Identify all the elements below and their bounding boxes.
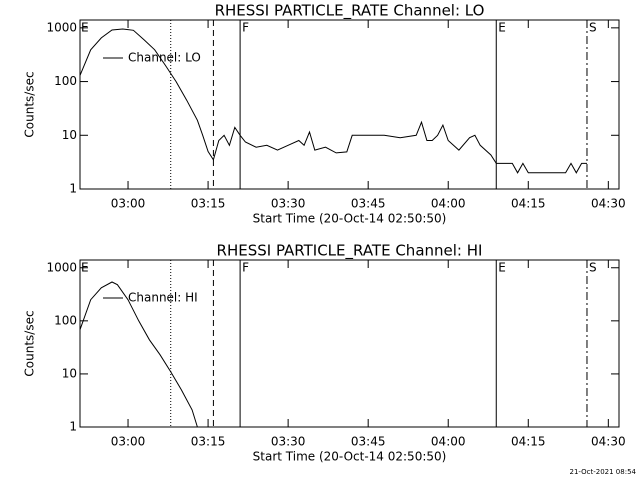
chart-title: RHESSI PARTICLE_RATE Channel: HI: [217, 242, 483, 261]
x-tick-label: 04:15: [511, 197, 546, 211]
x-tick-label: 03:15: [191, 197, 226, 211]
x-tick-label: 03:00: [111, 197, 146, 211]
data-line: [79, 281, 198, 428]
flag-label: F: [242, 21, 249, 35]
x-tick-label: 03:30: [271, 435, 306, 449]
y-tick-label: 100: [54, 74, 77, 88]
flag-label: E: [498, 21, 506, 35]
x-tick-label: 04:00: [431, 197, 466, 211]
y-tick-label: 1: [69, 182, 77, 196]
y-tick-label: 1: [69, 420, 77, 434]
flag-label: E: [81, 261, 89, 275]
y-tick-label: 1000: [46, 260, 77, 274]
y-tick-label: 10: [62, 366, 77, 380]
legend-label: Channel: HI: [128, 291, 198, 305]
plot-frame: [79, 259, 620, 428]
x-tick-label: 03:30: [271, 197, 306, 211]
x-tick-label: 03:00: [111, 435, 146, 449]
x-tick-label: 03:45: [351, 197, 386, 211]
x-tick-label: 03:15: [191, 435, 226, 449]
flag-label: F: [242, 261, 249, 275]
x-tick-label: 04:30: [591, 197, 626, 211]
y-tick-label: 100: [54, 313, 77, 327]
plot-frame: [79, 19, 620, 190]
flag-label: E: [81, 21, 89, 35]
chart-title: RHESSI PARTICLE_RATE Channel: LO: [215, 2, 485, 21]
flag-label: S: [589, 21, 597, 35]
x-axis-label: Start Time (20-Oct-14 02:50:50): [253, 212, 447, 226]
y-tick-label: 10: [62, 128, 77, 142]
footer-date: 21-Oct-2021 08:54: [570, 468, 637, 476]
legend-label: Channel: LO: [128, 51, 201, 65]
x-tick-label: 03:45: [351, 435, 386, 449]
flag-label: S: [589, 261, 597, 275]
data-line: [79, 28, 587, 174]
y-axis-label: Counts/sec: [23, 71, 37, 137]
y-tick-label: 1000: [46, 20, 77, 34]
x-tick-label: 04:00: [431, 435, 466, 449]
x-tick-label: 04:30: [591, 435, 626, 449]
x-tick-label: 04:15: [511, 435, 546, 449]
flag-label: E: [498, 261, 506, 275]
y-axis-label: Counts/sec: [23, 310, 37, 376]
x-axis-label: Start Time (20-Oct-14 02:50:50): [253, 450, 447, 464]
